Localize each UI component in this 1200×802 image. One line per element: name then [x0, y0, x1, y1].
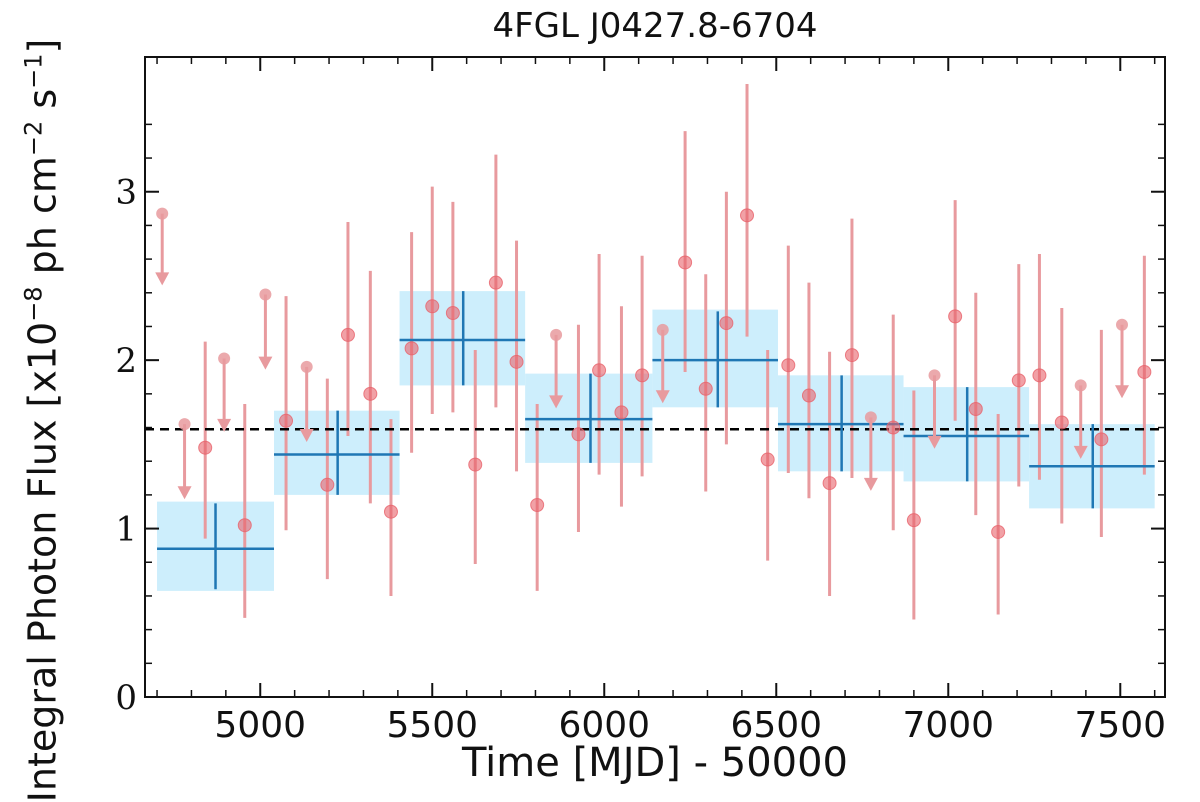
data-point — [719, 316, 734, 331]
data-point — [530, 498, 545, 512]
data-point — [760, 452, 775, 467]
bin-box — [652, 309, 778, 408]
upper-limit-point — [1074, 379, 1087, 392]
data-point — [509, 354, 524, 369]
data-point — [886, 420, 901, 435]
x-tick-label: 7500 — [1074, 705, 1166, 746]
x-tick-label: 6000 — [558, 705, 650, 746]
data-point — [635, 368, 650, 383]
data-point — [404, 341, 419, 356]
axes-frame — [144, 56, 1166, 698]
data-point — [991, 524, 1006, 539]
data-point — [363, 386, 378, 401]
data-point — [320, 477, 335, 492]
data-point — [740, 208, 755, 223]
upper-limit-layer — [155, 207, 1129, 500]
x-tick-label: 6500 — [730, 705, 822, 746]
data-point — [1094, 432, 1109, 447]
upper-limit-arrowhead — [299, 429, 314, 442]
upper-limit-point — [259, 288, 272, 301]
x-tick-label: 5000 — [214, 705, 306, 746]
data-point — [678, 255, 693, 270]
upper-limit-point — [300, 360, 313, 373]
chart-title: 4FGL J0427.8-6704 — [492, 6, 818, 46]
upper-limit-arrowhead — [177, 486, 192, 500]
upper-limit-arrowhead — [863, 477, 878, 491]
data-point — [468, 457, 483, 472]
data-point — [237, 518, 252, 533]
data-point — [279, 413, 294, 428]
plot-frame — [144, 56, 1166, 698]
y-axis-label-suffix: ] — [20, 38, 65, 54]
data-point — [968, 402, 983, 416]
data-point — [340, 327, 355, 342]
upper-limit-point — [864, 411, 877, 424]
y-tick-label: 2 — [115, 341, 137, 381]
data-point — [801, 388, 816, 403]
data-point — [383, 504, 398, 519]
y-axis-label-exp3: −1 — [19, 53, 48, 89]
upper-limit-arrowhead — [258, 356, 273, 370]
data-point — [822, 476, 837, 491]
upper-limit-arrowhead — [927, 435, 942, 449]
x-axis-label: Time [MJD] - 50000 — [461, 740, 849, 786]
upper-limit-point — [928, 369, 941, 382]
upper-limit-point — [656, 323, 669, 336]
data-point — [1032, 368, 1047, 383]
y-axis-label-exp1: −8 — [19, 286, 48, 322]
data-point — [571, 427, 586, 442]
x-tick-label: 5500 — [386, 705, 478, 746]
data-point — [906, 513, 921, 528]
upper-limit-point — [550, 328, 563, 341]
data-point — [781, 358, 796, 373]
data-point — [592, 363, 607, 378]
data-point — [1054, 415, 1069, 430]
y-tick-label: 3 — [115, 173, 137, 213]
y-axis-label-prefix: Integral Photon Flux [x10 — [20, 321, 65, 802]
x-tick-label: 7000 — [902, 705, 994, 746]
upper-limit-arrowhead — [1073, 445, 1088, 459]
upper-limit-arrowhead — [1114, 385, 1129, 399]
upper-limit-point — [178, 418, 191, 431]
y-axis-label-middle: ph cm — [20, 156, 65, 287]
data-point — [1137, 364, 1152, 379]
y-tick-label: 0 — [115, 678, 137, 718]
upper-limit-arrowhead — [549, 395, 564, 409]
upper-limit-point — [218, 352, 231, 365]
data-point — [844, 348, 859, 363]
data-point — [698, 381, 713, 396]
upper-limit-arrowhead — [655, 390, 670, 404]
upper-limit-point — [156, 207, 169, 220]
y-axis-label: Integral Photon Flux [x10−8 ph cm−2 s−1] — [19, 39, 65, 802]
data-point — [948, 309, 963, 324]
data-point — [488, 275, 503, 290]
upper-limit-point — [1115, 318, 1128, 331]
binned-crosshair-layer — [157, 291, 1155, 590]
y-tick-label: 1 — [115, 510, 137, 550]
data-point — [425, 299, 440, 314]
data-point — [1011, 373, 1026, 388]
y-axis-label-exp2: −2 — [19, 120, 48, 157]
data-point — [445, 306, 460, 320]
y-axis-label-middle2: s — [20, 88, 65, 121]
data-point — [614, 405, 629, 420]
upper-limit-arrowhead — [155, 272, 170, 286]
upper-limit-arrowhead — [217, 418, 232, 432]
data-point-layer — [198, 208, 1152, 539]
data-point — [198, 440, 213, 455]
tick-layer: 5000 5500 6000 6500 7000 7500 0 1 2 3 — [115, 57, 1166, 746]
